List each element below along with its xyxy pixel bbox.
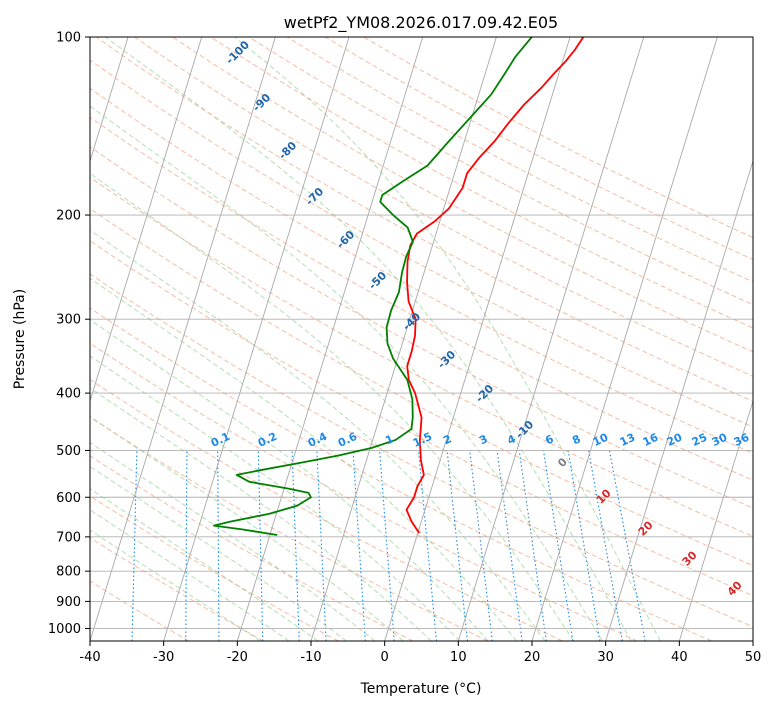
dry-adiabat-80	[90, 176, 753, 537]
moist-adiabat-4	[90, 387, 432, 641]
isotherm-30	[605, 159, 753, 641]
x-tick-label-50: 50	[745, 650, 762, 665]
dry-adiabat--20	[90, 537, 264, 641]
moist-adiabat--12	[90, 488, 319, 641]
y-tick-label-300: 300	[56, 313, 81, 328]
x-tick-label--40: -40	[79, 650, 100, 665]
isotherm--30	[163, 37, 350, 641]
x-tick-label-30: 30	[597, 650, 614, 665]
isotherm-0	[384, 37, 571, 641]
y-tick-label-100: 100	[56, 31, 81, 46]
dry-adiabat-60	[90, 240, 753, 597]
isotherm--50	[90, 37, 203, 403]
dry-adiabat-20	[90, 378, 563, 641]
isotherm-20	[531, 37, 718, 641]
dry-adiabat--30	[90, 580, 190, 641]
y-tick-label-900: 900	[56, 595, 81, 610]
mixing-ratio-label-12: 13	[618, 431, 637, 449]
x-tick-label-20: 20	[524, 650, 541, 665]
moist-adiabat-36	[234, 37, 661, 641]
x-tick-label-40: 40	[671, 650, 688, 665]
plot-background	[90, 37, 753, 641]
y-tick-label-800: 800	[56, 565, 81, 580]
isotherm--20	[236, 37, 424, 641]
moist-adiabat-32	[105, 37, 632, 641]
chart-title: wetPf2_YM08.2026.017.09.42.E05	[284, 13, 558, 33]
dry-adiabats	[90, 37, 753, 641]
dry-adiabat-120	[90, 59, 753, 428]
moist-adiabat--16	[90, 509, 290, 641]
mixing-ratio-label-17: 36	[732, 431, 752, 449]
y-tick-label-1000: 1000	[48, 622, 81, 637]
profiles	[212, 37, 585, 536]
mixing-ratio-label-13: 16	[641, 431, 661, 449]
mixing-ratio-label-11: 10	[591, 431, 611, 449]
x-tick-label-0: 0	[381, 650, 389, 665]
y-tick-label-400: 400	[56, 387, 81, 402]
isotherm-10	[457, 37, 645, 641]
dry-adiabat-150	[172, 37, 753, 353]
x-tick-label--20: -20	[227, 650, 248, 665]
x-axis-label: Temperature (°C)	[360, 681, 482, 697]
y-axis-ticks: 100 200 300 400 500 600 700 800 900 1000	[48, 31, 90, 637]
isotherm--60	[90, 37, 129, 163]
mixing-ratio-label-16: 30	[710, 431, 730, 449]
x-tick-label--30: -30	[153, 650, 174, 665]
dry-adiabat-130	[95, 37, 753, 402]
isotherm--40	[90, 37, 276, 641]
x-tick-label--10: -10	[300, 650, 321, 665]
plot-frame	[89, 36, 754, 642]
mixing-ratio-line-25	[567, 450, 601, 641]
moist-adiabat--4	[90, 441, 376, 641]
y-tick-label-600: 600	[56, 491, 81, 506]
y-tick-label-500: 500	[56, 444, 81, 459]
mixing-ratio-line-36	[608, 450, 646, 641]
y-tick-label-700: 700	[56, 530, 81, 545]
dry-adiabat-50	[90, 273, 753, 628]
temperature-line	[405, 37, 585, 534]
moist-adiabat--20	[90, 529, 261, 641]
moist-adiabat-28	[90, 105, 603, 641]
dry-adiabat-30	[90, 342, 638, 641]
dry-adiabat-90	[90, 146, 753, 509]
mixing-ratio-line-20	[542, 450, 574, 641]
dewpoint-line	[212, 37, 533, 536]
moist-adiabat-8	[90, 355, 461, 641]
mixing-ratio-line-13	[496, 450, 523, 641]
x-tick-label-10: 10	[450, 650, 467, 665]
dry-adiabat-160	[210, 37, 753, 329]
isotherm--10	[310, 37, 497, 641]
dry-adiabat-140	[134, 37, 753, 377]
y-tick-label-200: 200	[56, 209, 81, 224]
moist-adiabat-16	[90, 277, 517, 641]
isotherm-40	[678, 399, 753, 641]
mixing-ratio-label-14: 20	[665, 431, 685, 449]
pressure-gridlines	[90, 37, 753, 629]
mixing-ratio-label-15: 25	[690, 431, 709, 449]
x-axis-ticks: -40 -30 -20 -10 0 10 20 30 40 50	[79, 641, 761, 665]
moist-adiabat--8	[90, 465, 347, 641]
moist-adiabat-0	[90, 415, 404, 641]
mixing-ratio-line-30	[588, 450, 623, 641]
y-axis-label: Pressure (hPa)	[12, 289, 28, 389]
isotherms	[90, 37, 753, 641]
